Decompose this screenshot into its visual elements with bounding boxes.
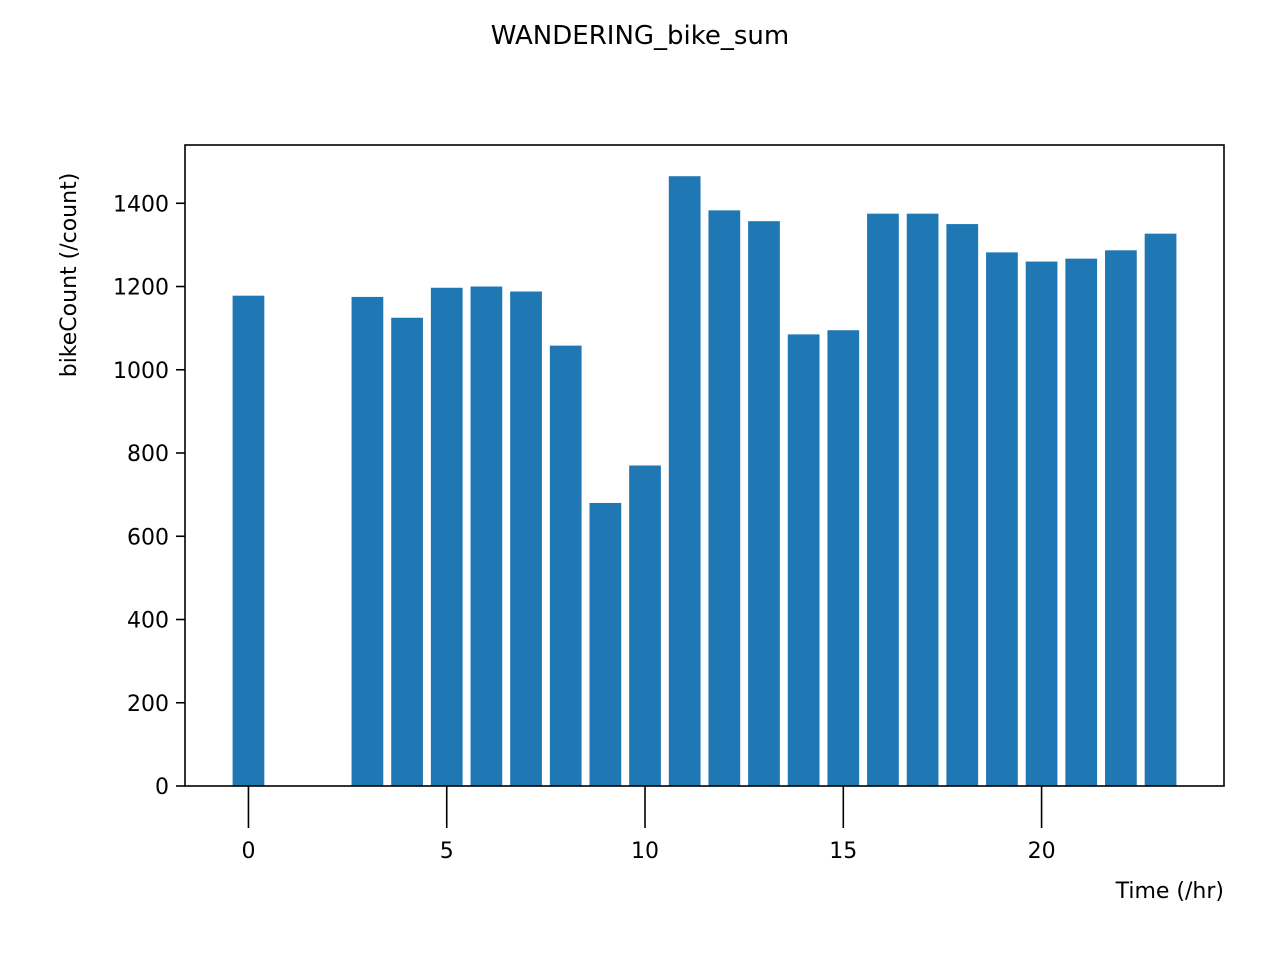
y-tick-label: 600 [127,525,169,550]
plot-frame [184,144,1225,787]
bar-hour-7 [510,291,542,786]
x-tick-label: 0 [241,839,255,864]
bar-hour-14 [787,334,820,786]
x-tick-label: 5 [440,839,454,864]
x-axis-label: Time (/hr) [1115,879,1224,904]
bar-hour-17 [906,213,939,786]
bar-hour-20 [1025,261,1058,787]
x-tick-label: 15 [829,839,857,864]
bar-hour-3 [351,296,384,786]
bar-hour-15 [827,330,860,786]
x-axis-ticks: 0 5 10 15 20 [241,786,1056,864]
bar-hour-21 [1065,258,1098,786]
y-tick-label: 1200 [113,276,169,301]
bar-hour-18 [946,224,979,786]
chart-title: WANDERING_bike_sum [491,21,790,51]
bar-hour-13 [748,221,780,786]
bar-hour-19 [986,252,1018,786]
y-tick-label: 400 [127,609,169,634]
x-tick-label: 20 [1028,839,1056,864]
bar-hour-6 [470,286,503,786]
bar-hour-22 [1105,250,1137,787]
bar-hour-8 [549,345,582,786]
y-tick-label: 1400 [113,192,169,217]
y-tick-label: 0 [155,775,169,800]
bar-hour-23 [1144,233,1177,787]
bar-hour-9 [589,502,622,786]
bar-hour-4 [391,317,423,786]
x-tick-label: 10 [631,839,659,864]
y-tick-label: 1000 [113,359,169,384]
bar-hour-12 [708,210,741,786]
y-tick-label: 800 [127,442,169,467]
bar-hour-5 [430,287,463,786]
y-axis-ticks: 0 200 400 600 800 1000 1200 1400 [113,192,185,800]
y-tick-label: 200 [127,692,169,717]
bar-hour-0 [232,295,265,786]
bar-hour-10 [629,465,661,786]
y-axis-label: bikeCount (/count) [57,173,82,378]
bar-hour-11 [668,176,701,786]
bar-hour-16 [867,213,899,786]
bars-group [232,176,1177,787]
